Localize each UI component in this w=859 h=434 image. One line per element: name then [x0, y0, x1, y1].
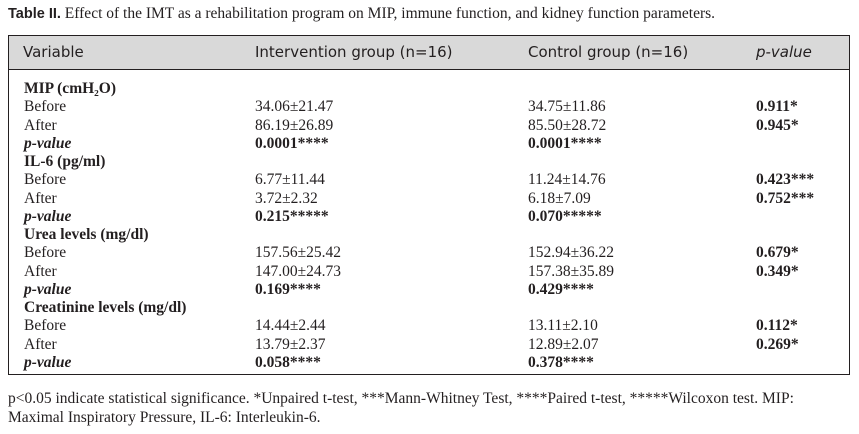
cell-variable: p-value	[24, 207, 72, 225]
cell-control: 0.0001****	[528, 134, 602, 152]
cell-variable: Urea levels (mg/dl)	[24, 226, 149, 243]
cell-pvalue: 0.269*	[756, 335, 799, 353]
cell-variable: Before	[24, 171, 67, 189]
table-row: Before 6.77±11.44 11.24±14.76 0.423***	[9, 171, 849, 189]
cell-variable: IL-6 (pg/ml)	[24, 153, 106, 170]
cell-control: 85.50±28.72	[528, 116, 607, 134]
cell-intervention: 13.79±2.37	[255, 335, 326, 353]
results-table: Variable Intervention group (n=16) Contr…	[8, 35, 850, 375]
table-row: After 86.19±26.89 85.50±28.72 0.945*	[9, 117, 849, 135]
cell-pvalue: 0.945*	[756, 116, 799, 134]
table-row: Before 14.44±2.44 13.11±2.10 0.112*	[9, 317, 849, 335]
cell-intervention: 34.06±21.47	[255, 98, 334, 116]
cell-variable: p-value	[24, 353, 72, 371]
cell-control: 0.378****	[528, 353, 594, 371]
cell-variable: After	[24, 116, 57, 134]
cell-control: 0.070*****	[528, 207, 602, 225]
header-variable: Variable	[23, 43, 84, 61]
pvalue-row: p-value 0.169**** 0.429****	[9, 281, 849, 299]
cell-variable: Creatinine levels (mg/dl)	[24, 299, 187, 316]
table-row: After 13.79±2.37 12.89±2.07 0.269*	[9, 336, 849, 354]
cell-intervention: 147.00±24.73	[255, 262, 342, 280]
cell-pvalue: 0.423***	[756, 171, 815, 189]
cell-variable: p-value	[24, 134, 72, 152]
table-row: Before 34.06±21.47 34.75±11.86 0.911*	[9, 98, 849, 116]
cell-pvalue: 0.349*	[756, 262, 799, 280]
section-row: Creatinine levels (mg/dl)	[9, 299, 849, 317]
section-row: MIP (cmH₂O)	[9, 80, 849, 98]
cell-pvalue: 0.752***	[756, 189, 815, 207]
cell-intervention: 6.77±11.44	[255, 171, 325, 189]
cell-intervention: 0.169****	[255, 280, 321, 298]
cell-variable: After	[24, 335, 57, 353]
cell-intervention: 14.44±2.44	[255, 317, 326, 335]
cell-variable: Before	[24, 244, 67, 262]
cell-intervention: 0.0001****	[255, 134, 329, 152]
section-row: IL-6 (pg/ml)	[9, 153, 849, 171]
pvalue-row: p-value 0.0001**** 0.0001****	[9, 135, 849, 153]
cell-intervention: 0.215*****	[255, 207, 329, 225]
caption-label: Table II.	[8, 6, 61, 22]
table-row: After 147.00±24.73 157.38±35.89 0.349*	[9, 263, 849, 281]
cell-control: 12.89±2.07	[528, 335, 599, 353]
cell-variable: Before	[24, 317, 67, 335]
cell-control: 11.24±14.76	[528, 171, 606, 189]
pvalue-row: p-value 0.058**** 0.378****	[9, 354, 849, 372]
footnote-line-1: p<0.05 indicate statistical significance…	[8, 390, 794, 407]
cell-control: 34.75±11.86	[528, 98, 606, 116]
cell-control: 0.429****	[528, 280, 594, 298]
cell-intervention: 157.56±25.42	[255, 244, 342, 262]
pvalue-row: p-value 0.215***** 0.070*****	[9, 208, 849, 226]
header-intervention: Intervention group (n=16)	[255, 43, 453, 61]
cell-intervention: 86.19±26.89	[255, 116, 334, 134]
cell-variable: After	[24, 262, 57, 280]
section-row: Urea levels (mg/dl)	[9, 226, 849, 244]
cell-pvalue: 0.679*	[756, 244, 799, 262]
cell-pvalue: 0.112*	[756, 317, 798, 335]
table-header: Variable Intervention group (n=16) Contr…	[9, 36, 849, 70]
cell-variable: Before	[24, 98, 67, 116]
cell-variable: After	[24, 189, 57, 207]
cell-variable: p-value	[24, 280, 72, 298]
caption-text: Effect of the IMT as a rehabilitation pr…	[60, 5, 716, 22]
header-control: Control group (n=16)	[528, 43, 689, 61]
cell-variable: MIP (cmH₂O)	[24, 80, 117, 97]
cell-pvalue: 0.911*	[756, 98, 798, 116]
table-row: Before 157.56±25.42 152.94±36.22 0.679*	[9, 244, 849, 262]
table-caption: Table II. Effect of the IMT as a rehabil…	[8, 5, 715, 23]
header-pvalue: p-value	[756, 43, 812, 61]
footnote-line-2: Maximal Inspiratory Pressure, IL-6: Inte…	[8, 409, 321, 426]
table-footnote: p<0.05 indicate statistical significance…	[8, 389, 853, 427]
cell-control: 13.11±2.10	[528, 317, 598, 335]
cell-intervention: 0.058****	[255, 353, 321, 371]
cell-control: 152.94±36.22	[528, 244, 615, 262]
cell-intervention: 3.72±2.32	[255, 189, 318, 207]
cell-control: 6.18±7.09	[528, 189, 591, 207]
cell-control: 157.38±35.89	[528, 262, 615, 280]
table-row: After 3.72±2.32 6.18±7.09 0.752***	[9, 190, 849, 208]
